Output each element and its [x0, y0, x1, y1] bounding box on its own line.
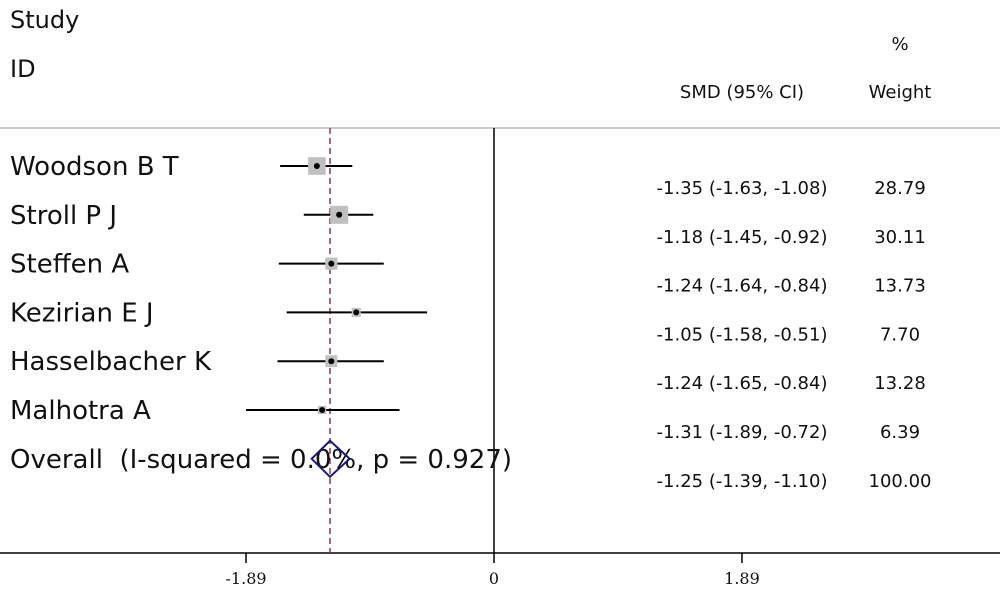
header-percent: %	[891, 34, 908, 55]
weight-text: 30.11	[874, 227, 926, 248]
point-estimate	[319, 407, 326, 413]
x-tick-label: 1.89	[724, 569, 760, 588]
x-tick-label: 0	[489, 569, 499, 588]
header-smd: SMD (95% CI)	[680, 82, 804, 103]
study-label: Steffen A	[10, 250, 129, 280]
point-estimate	[328, 260, 335, 267]
study-label: Woodson B T	[10, 152, 179, 182]
study-label: Stroll P J	[10, 201, 117, 231]
point-estimate	[353, 309, 360, 316]
study-label: Hasselbacher K	[10, 347, 212, 377]
ci-text: -1.35 (-1.63, -1.08)	[657, 178, 828, 199]
weight-text: 7.70	[880, 324, 920, 345]
x-tick-label: -1.89	[226, 569, 267, 588]
overall-weight-text: 100.00	[869, 471, 932, 492]
ci-text: -1.18 (-1.45, -0.92)	[657, 227, 828, 248]
header-study: Study	[10, 6, 79, 34]
ci-text: -1.24 (-1.65, -0.84)	[657, 373, 828, 394]
ci-text: -1.31 (-1.89, -0.72)	[657, 422, 828, 443]
point-estimate	[336, 211, 343, 218]
header-weight: Weight	[869, 82, 932, 103]
weight-text: 6.39	[880, 422, 920, 443]
ci-text: -1.24 (-1.64, -0.84)	[657, 276, 828, 297]
overall-ci-text: -1.25 (-1.39, -1.10)	[657, 471, 828, 492]
ci-text: -1.05 (-1.58, -0.51)	[657, 324, 828, 345]
point-estimate	[313, 163, 320, 169]
weight-text: 13.28	[874, 373, 926, 394]
overall-diamond	[310, 439, 352, 479]
study-label: Malhotra A	[10, 396, 151, 426]
weight-text: 13.73	[874, 276, 926, 297]
study-label: Kezirian E J	[10, 298, 154, 328]
weight-text: 28.79	[874, 178, 926, 199]
overall-label: Overall (I-squared = 0.0%, p = 0.927)	[10, 445, 512, 475]
point-estimate	[328, 358, 335, 365]
header-id: ID	[10, 55, 36, 83]
